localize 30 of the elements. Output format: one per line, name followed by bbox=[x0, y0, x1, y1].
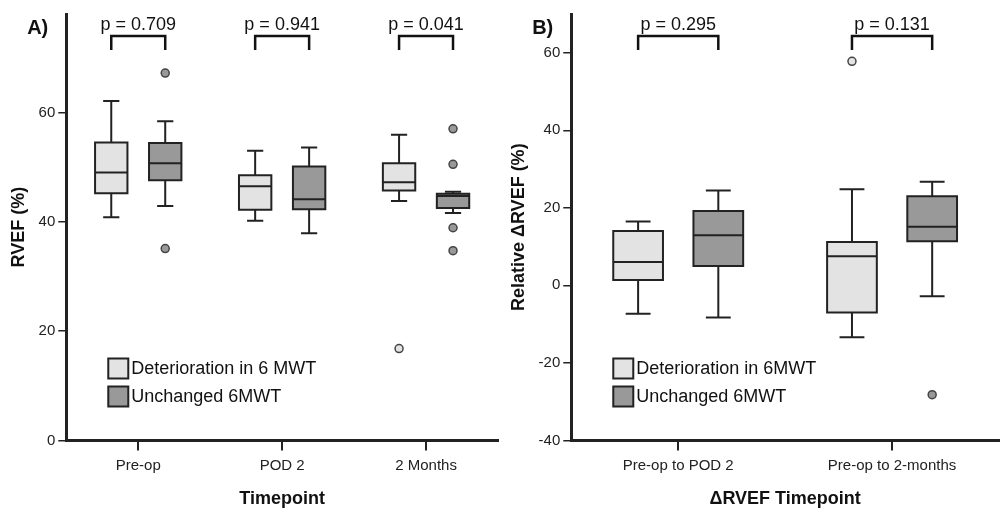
legend-label: Deterioration in 6 MWT bbox=[131, 358, 317, 379]
y-tick-label: 0 bbox=[551, 275, 561, 293]
y-tick-label: 20 bbox=[38, 321, 56, 339]
y-axis-title: Relative ΔRVEF (%) bbox=[507, 143, 528, 312]
annotation: p = 0.131 bbox=[854, 13, 930, 34]
annotation: p = 0.041 bbox=[388, 13, 464, 34]
legend-label: Unchanged 6MWT bbox=[636, 386, 787, 407]
x-tick-label: POD 2 bbox=[259, 455, 305, 473]
y-tick-label: -20 bbox=[538, 353, 561, 371]
x-axis-title: Timepoint bbox=[239, 488, 325, 509]
x-tick-label: Pre-op to 2-months bbox=[827, 455, 957, 473]
chart-title: B) bbox=[532, 15, 554, 38]
y-tick-label: 0 bbox=[46, 430, 56, 448]
y-tick-label: 40 bbox=[38, 211, 56, 229]
legend-label: Unchanged 6MWT bbox=[131, 386, 282, 407]
annotation: p = 0.295 bbox=[640, 13, 716, 34]
y-tick-label: 60 bbox=[38, 102, 56, 120]
y-tick-label: 40 bbox=[543, 120, 561, 138]
y-tick-label: 60 bbox=[543, 42, 561, 60]
x-tick-label: 2 Months bbox=[395, 455, 457, 473]
y-axis-title: RVEF (%) bbox=[7, 186, 28, 268]
x-axis-title: ΔRVEF Timepoint bbox=[709, 488, 861, 509]
chart-title: A) bbox=[27, 15, 49, 38]
x-tick-label: Pre-op to POD 2 bbox=[622, 455, 734, 473]
x-tick-label: Pre-op bbox=[115, 455, 161, 473]
annotation: p = 0.941 bbox=[244, 13, 320, 34]
y-tick-label: -40 bbox=[538, 430, 561, 448]
y-tick-label: 20 bbox=[543, 197, 561, 215]
legend-label: Deterioration in 6MWT bbox=[636, 358, 817, 379]
annotation: p = 0.709 bbox=[100, 13, 177, 34]
